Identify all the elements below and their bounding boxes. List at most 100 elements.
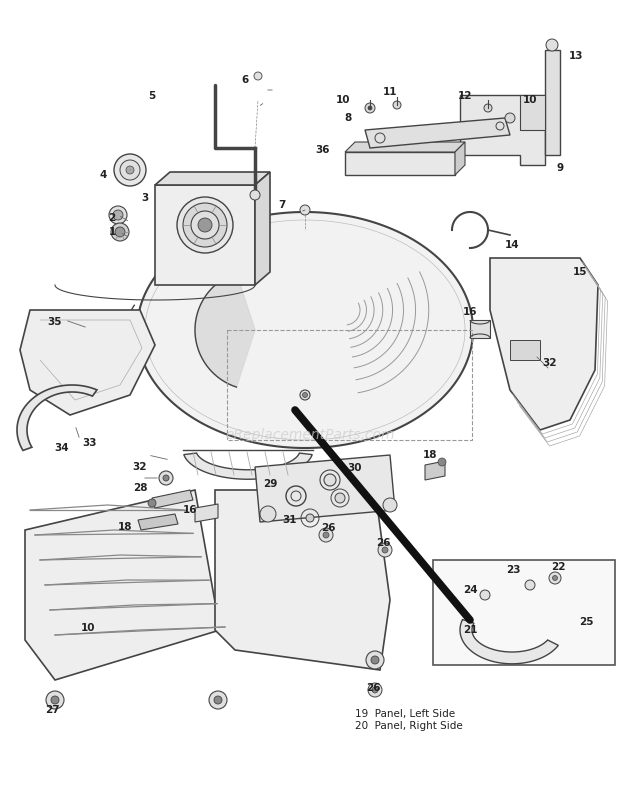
Circle shape [496,122,504,130]
Polygon shape [345,152,455,175]
Circle shape [319,528,333,542]
Text: 3: 3 [141,193,149,203]
Circle shape [382,547,388,553]
Polygon shape [510,340,540,360]
Text: 16: 16 [463,307,477,317]
Text: 27: 27 [45,705,60,715]
Circle shape [365,103,375,113]
Circle shape [484,104,492,112]
Text: 33: 33 [82,438,97,448]
Polygon shape [345,142,465,152]
Circle shape [383,498,397,512]
Polygon shape [470,320,490,338]
Polygon shape [152,490,193,508]
Text: 6: 6 [241,75,249,85]
Circle shape [306,514,314,522]
Circle shape [113,210,123,220]
Text: 23: 23 [506,565,520,575]
Text: 31: 31 [283,515,297,525]
Polygon shape [155,185,255,285]
Text: 10: 10 [523,95,538,105]
Text: 22: 22 [551,562,565,572]
Text: 32: 32 [542,358,557,368]
Circle shape [114,154,146,186]
Polygon shape [255,455,395,522]
Polygon shape [255,172,270,285]
Text: 11: 11 [383,87,397,97]
Circle shape [46,691,64,709]
Text: 18: 18 [118,522,132,532]
Bar [433,560,615,665]
Polygon shape [545,50,560,155]
Circle shape [115,227,125,237]
Circle shape [191,211,219,239]
Text: 12: 12 [458,91,472,101]
Text: 30: 30 [348,463,362,473]
Circle shape [209,691,227,709]
Circle shape [159,471,173,485]
Text: 10: 10 [81,623,95,633]
Circle shape [323,532,329,538]
Circle shape [126,166,134,174]
Text: 32: 32 [133,462,148,472]
Circle shape [148,499,156,507]
Circle shape [183,203,227,247]
Text: 35: 35 [48,317,62,327]
Text: 28: 28 [133,483,148,493]
Circle shape [375,133,385,143]
Polygon shape [215,490,390,670]
Text: 26: 26 [321,523,335,533]
Circle shape [214,696,222,704]
Polygon shape [25,490,220,680]
Text: 14: 14 [505,240,520,250]
Circle shape [324,474,336,486]
Text: 5: 5 [148,91,156,101]
Text: 4: 4 [99,170,107,180]
Bar [227,330,472,440]
Text: 19  Panel, Left Side: 19 Panel, Left Side [355,709,455,719]
Circle shape [254,72,262,80]
Circle shape [372,687,378,693]
Text: 15: 15 [573,267,587,277]
Text: 2: 2 [108,213,115,223]
Polygon shape [20,310,155,415]
Polygon shape [184,453,312,480]
Text: 25: 25 [578,617,593,627]
Polygon shape [138,514,178,530]
Circle shape [378,543,392,557]
Text: 26: 26 [376,538,390,548]
Polygon shape [520,95,545,130]
Text: eReplacementParts.com: eReplacementParts.com [225,428,395,442]
Circle shape [438,458,446,466]
Text: 20  Panel, Right Side: 20 Panel, Right Side [355,721,463,731]
Circle shape [371,656,379,664]
Text: 24: 24 [463,585,477,595]
Polygon shape [137,212,473,448]
Circle shape [109,206,127,224]
Text: 10: 10 [336,95,350,105]
Circle shape [505,113,515,123]
Text: 1: 1 [108,227,115,237]
Polygon shape [455,142,465,175]
Circle shape [120,160,140,180]
Circle shape [368,683,382,697]
Text: 21: 21 [463,625,477,635]
Text: 18: 18 [423,450,437,460]
Polygon shape [490,258,598,430]
Polygon shape [195,504,218,522]
Polygon shape [195,273,255,387]
Circle shape [163,475,169,481]
Text: 29: 29 [263,479,277,489]
Circle shape [300,205,310,215]
Polygon shape [365,118,510,148]
Polygon shape [17,385,97,450]
Circle shape [366,651,384,669]
Circle shape [51,696,59,704]
Circle shape [303,392,308,398]
Circle shape [177,197,233,253]
Circle shape [525,580,535,590]
Polygon shape [460,95,545,165]
Circle shape [480,590,490,600]
Polygon shape [425,461,445,480]
Circle shape [552,576,557,580]
